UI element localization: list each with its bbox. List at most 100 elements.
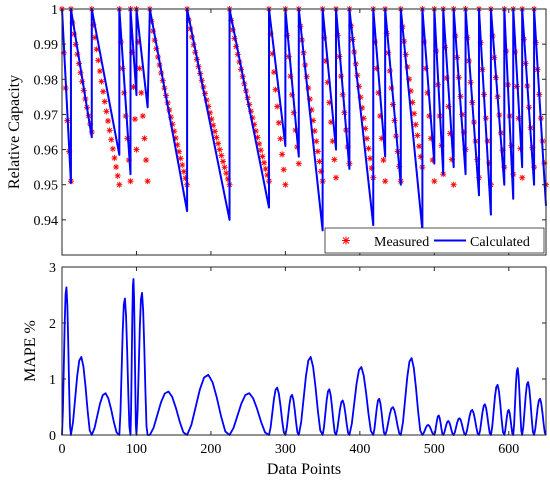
measured-point <box>104 117 111 124</box>
top-y-axis-label: Relative Capacity <box>6 75 23 189</box>
measured-point <box>282 181 289 188</box>
mape-panel: 0 1 2 3 0 100 200 300 400 500 600 MAPE % Data Poin… <box>22 261 547 478</box>
legend: Measured Calculated <box>324 227 545 254</box>
measured-point <box>259 153 266 160</box>
measured-point <box>138 89 145 96</box>
measured-point <box>261 159 268 166</box>
measured-point <box>106 127 113 134</box>
measured-point <box>280 166 287 173</box>
bottom-y-tick-label: 2 <box>49 317 56 332</box>
top-y-tick-label: 0.95 <box>34 179 59 194</box>
top-y-tick-label: 1 <box>51 3 58 18</box>
legend-measured-marker <box>342 236 350 245</box>
measured-point <box>176 148 182 155</box>
measured-point <box>327 119 334 126</box>
measured-point <box>103 108 110 115</box>
measured-point <box>131 116 138 123</box>
bottom-axis-ticks: 0 1 2 3 0 100 200 300 400 500 600 <box>49 261 546 457</box>
measured-point <box>257 147 264 154</box>
x-axis-label: Data Points <box>267 461 341 478</box>
measured-point <box>96 68 103 75</box>
top-y-tick-label: 0.99 <box>34 38 59 53</box>
measured-point <box>221 164 228 171</box>
measured-point <box>431 178 438 185</box>
measured-point <box>144 178 151 185</box>
bottom-x-tick-label: 400 <box>349 442 370 457</box>
top-y-tick-label: 0.94 <box>34 214 59 229</box>
bottom-y-tick-label: 0 <box>49 429 56 444</box>
measured-point <box>519 174 526 181</box>
relative-capacity-panel: 0.94 0.95 0.96 0.97 0.98 0.99 1 Relative Capac… <box>6 3 549 256</box>
bottom-x-tick-label: 200 <box>200 442 221 457</box>
top-y-tick-label: 0.97 <box>34 108 59 123</box>
bottom-x-tick-label: 100 <box>126 442 147 457</box>
measured-point <box>279 151 286 158</box>
mape-series <box>61 278 547 436</box>
top-axis-ticks: 0.94 0.95 0.96 0.97 0.98 0.99 1 <box>34 3 546 255</box>
measured-point <box>215 140 222 147</box>
measured-point <box>416 143 423 150</box>
measured-point <box>127 178 134 185</box>
bottom-y-tick-label: 3 <box>49 261 56 276</box>
measured-point <box>295 160 302 167</box>
measured-point <box>100 88 107 95</box>
measured-point <box>223 170 230 177</box>
measured-point <box>272 86 279 93</box>
measured-point <box>450 181 457 188</box>
measured-point <box>101 98 108 105</box>
measured-point <box>114 172 121 179</box>
measured-point <box>213 134 220 141</box>
measured-point <box>98 78 105 85</box>
legend-calculated-label: Calculated <box>470 235 530 250</box>
mape-line <box>61 278 547 436</box>
bottom-x-tick-label: 300 <box>275 442 296 457</box>
measured-point <box>274 103 281 110</box>
measured-point <box>141 135 148 142</box>
measured-point <box>414 132 421 139</box>
measured-point <box>331 156 338 163</box>
measured-point <box>177 155 184 162</box>
measured-point <box>382 178 389 185</box>
measured-point <box>143 157 150 164</box>
top-y-tick-label: 0.96 <box>34 144 59 159</box>
measured-point <box>218 152 225 159</box>
bottom-y-axis-label: MAPE % <box>22 320 39 382</box>
measured-point <box>363 135 370 142</box>
measured-point <box>316 158 323 165</box>
measured-point <box>380 157 387 164</box>
measured-point <box>275 119 282 126</box>
measured-point <box>216 146 223 153</box>
measured-point <box>179 162 186 169</box>
measured-point <box>111 154 118 161</box>
bottom-x-tick-label: 600 <box>498 442 519 457</box>
measured-point <box>365 145 372 152</box>
measured-point <box>139 113 146 120</box>
legend-measured-label: Measured <box>374 235 429 250</box>
calculated-line <box>61 8 547 232</box>
measured-point <box>95 57 102 64</box>
measured-point <box>108 136 115 143</box>
measured-point <box>133 146 140 153</box>
measured-point <box>314 148 321 155</box>
measured-point <box>362 125 369 132</box>
measured-point <box>311 128 318 134</box>
top-y-tick-label: 0.98 <box>34 73 59 88</box>
measured-point <box>277 135 284 142</box>
measured-point <box>412 121 419 128</box>
measured-point <box>313 138 320 145</box>
bottom-x-tick-label: 0 <box>59 442 66 457</box>
bottom-y-tick-label: 1 <box>49 373 56 388</box>
measured-point <box>211 128 218 135</box>
measured-point <box>220 158 227 165</box>
measured-point <box>411 110 418 117</box>
measured-point <box>367 155 374 162</box>
measured-point <box>180 168 187 175</box>
measured-point <box>109 145 116 152</box>
measured-point <box>333 174 340 181</box>
measured-point <box>262 165 269 172</box>
measured-point <box>116 181 123 188</box>
measured-point <box>136 65 143 72</box>
calculated-series <box>61 8 547 232</box>
bottom-x-tick-label: 500 <box>424 442 445 457</box>
